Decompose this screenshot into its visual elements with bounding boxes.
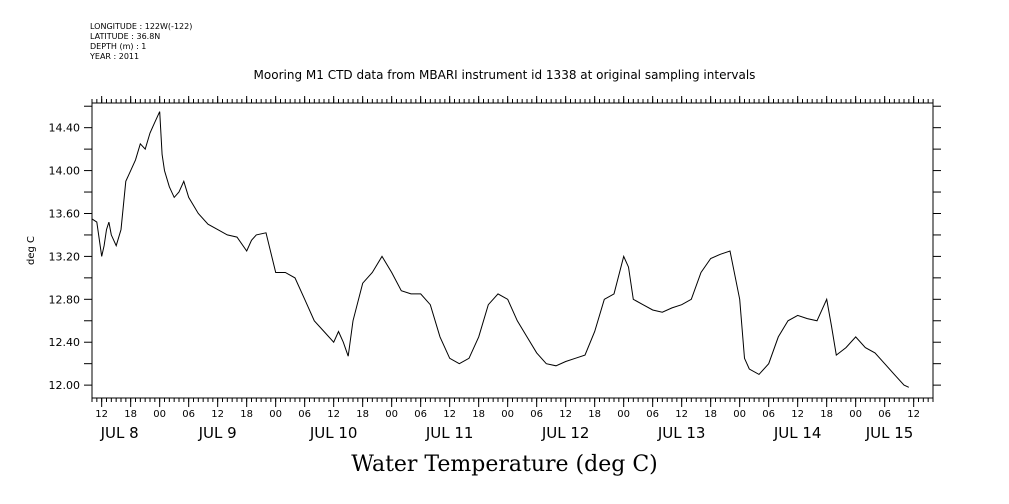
x-day-label: JUL 15 bbox=[865, 424, 914, 442]
y-tick-label: 12.80 bbox=[49, 293, 81, 306]
x-tick-label: 00 bbox=[849, 409, 862, 420]
x-day-label: JUL 9 bbox=[198, 424, 237, 442]
x-tick-label: 00 bbox=[733, 409, 746, 420]
x-tick-label: 00 bbox=[269, 409, 282, 420]
plot-frame bbox=[91, 102, 934, 399]
x-tick-label: 18 bbox=[356, 409, 369, 420]
x-tick-label: 18 bbox=[124, 409, 137, 420]
x-tick-label: 06 bbox=[530, 409, 543, 420]
x-tick-label: 00 bbox=[617, 409, 630, 420]
x-tick-label: 00 bbox=[501, 409, 514, 420]
x-tick-label: 06 bbox=[182, 409, 195, 420]
metadata-block: LONGITUDE : 122W(-122) LATITUDE : 36.8N … bbox=[90, 22, 192, 62]
x-tick-label: 06 bbox=[414, 409, 427, 420]
x-day-label: JUL 11 bbox=[425, 424, 474, 442]
x-tick-label: 12 bbox=[443, 409, 456, 420]
x-tick-label: 06 bbox=[762, 409, 775, 420]
x-tick-label: 12 bbox=[559, 409, 572, 420]
x-day-label: JUL 10 bbox=[309, 424, 358, 442]
x-tick-label: 12 bbox=[791, 409, 804, 420]
y-tick-label: 14.40 bbox=[49, 122, 81, 135]
x-day-label: JUL 12 bbox=[541, 424, 590, 442]
x-day-label: JUL 14 bbox=[773, 424, 822, 442]
x-tick-label: 12 bbox=[95, 409, 108, 420]
y-tick-label: 13.60 bbox=[49, 207, 81, 220]
chart-title: Mooring M1 CTD data from MBARI instrumen… bbox=[253, 68, 756, 82]
y-tick-label: 14.00 bbox=[49, 165, 81, 178]
x-tick-label: 06 bbox=[646, 409, 659, 420]
latitude-label: LATITUDE : 36.8N bbox=[90, 32, 161, 41]
x-tick-label: 12 bbox=[327, 409, 340, 420]
y-tick-label: 12.40 bbox=[49, 336, 81, 349]
y-tick-label: 13.20 bbox=[49, 250, 81, 263]
x-tick-label: 06 bbox=[298, 409, 311, 420]
longitude-label: LONGITUDE : 122W(-122) bbox=[90, 22, 193, 31]
depth-label: DEPTH (m) : 1 bbox=[90, 42, 147, 51]
x-tick-label: 06 bbox=[878, 409, 891, 420]
year-label: YEAR : 2011 bbox=[90, 52, 140, 61]
x-tick-label: 00 bbox=[153, 409, 166, 420]
x-tick-label: 18 bbox=[820, 409, 833, 420]
y-tick-label: 12.00 bbox=[49, 379, 81, 392]
x-tick-label: 00 bbox=[385, 409, 398, 420]
x-tick-label: 18 bbox=[240, 409, 253, 420]
series-line-water-temperature bbox=[91, 111, 910, 388]
x-tick-label: 18 bbox=[472, 409, 485, 420]
x-tick-label: 12 bbox=[675, 409, 688, 420]
x-tick-label: 18 bbox=[704, 409, 717, 420]
x-day-label: JUL 13 bbox=[657, 424, 706, 442]
x-axis-title: Water Temperature (deg C) bbox=[351, 452, 658, 477]
x-tick-label: 12 bbox=[211, 409, 224, 420]
x-tick-label: 12 bbox=[907, 409, 920, 420]
y-axis-title: deg C bbox=[26, 236, 37, 265]
x-day-label: JUL 8 bbox=[100, 424, 139, 442]
x-tick-label: 18 bbox=[588, 409, 601, 420]
